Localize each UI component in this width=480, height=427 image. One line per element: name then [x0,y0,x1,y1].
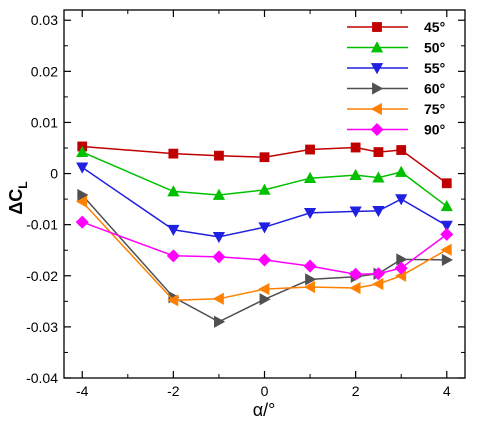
series-line [82,145,448,184]
series-1 [77,141,452,189]
y-tick-label: 0.01 [31,114,58,130]
data-point-triangle-right [305,273,317,286]
legend-label: 60° [424,81,445,97]
axis-ticks [64,10,465,379]
data-point-triangle-up [349,168,362,180]
data-point-square [373,147,384,157]
data-point-diamond [257,253,272,267]
y-tick-label: 0.03 [31,12,58,28]
data-point-square [214,150,224,161]
data-point-diamond [440,227,454,241]
y-tick-label: 0.02 [31,63,58,79]
y-tick-label: -0.03 [26,319,58,335]
data-point-diamond [394,261,408,275]
series-6 [75,215,454,281]
data-point-square [168,148,179,159]
x-tick-label: 0 [261,383,269,399]
data-point-triangle-down [76,162,89,174]
data-point-triangle-left [76,195,88,208]
data-point-triangle-right [259,293,271,306]
legend-label: 75° [424,101,445,117]
legend: 45° 50° 55° 60° 75° 90° [347,19,445,138]
legend-label: 45° [424,19,445,35]
data-point-triangle-left [349,281,361,295]
data-point-triangle-right [77,188,89,202]
data-point-triangle-up [167,185,180,197]
data-point-diamond [349,267,363,281]
data-point-triangle-down [349,206,362,218]
data-point-diamond [166,249,180,263]
data-point-triangle-up [395,165,408,177]
legend-item: 60° [347,81,445,97]
legend-item: 75° [347,101,445,117]
series-5 [76,195,452,307]
data-point-square [305,144,315,155]
data-point-triangle-down [372,205,385,218]
data-point-triangle-up [76,145,89,157]
data-point-square [396,145,407,155]
legend-item: 50° [347,40,445,56]
data-point-triangle-left [440,243,452,256]
y-tick-label: -0.04 [26,370,58,386]
series-3 [76,162,453,244]
data-point-triangle-right [441,253,453,267]
data-point-triangle-down [440,220,453,232]
data-point-triangle-down [167,224,180,237]
data-point-triangle-down [395,194,408,206]
series-layer [75,141,454,328]
legend-label: 50° [424,40,445,56]
data-point-triangle-down [212,232,226,244]
data-point-diamond [370,122,384,137]
data-point-triangle-left [212,292,224,305]
series-line [81,201,448,302]
data-point-square [441,178,452,189]
data-point-triangle-right [372,82,384,95]
legend-label: 55° [424,60,445,76]
data-point-triangle-left [372,277,384,291]
x-tick-label: -4 [76,383,89,399]
legend-item: 45° [347,19,445,35]
y-axis-title: ΔCL [6,181,30,214]
data-point-triangle-up [370,41,384,53]
data-point-triangle-right [214,315,226,328]
y-axis-title-main: ΔC [6,189,26,215]
data-point-diamond [371,267,385,281]
data-point-triangle-left [303,280,315,294]
data-point-triangle-up [258,183,271,195]
legend-item: 90° [347,122,445,138]
data-point-triangle-down [370,63,384,75]
data-point-triangle-up [372,171,385,183]
y-tick-label: 0 [50,166,58,182]
x-tick-label: 4 [443,383,451,399]
data-point-triangle-left [370,102,382,116]
data-point-square [350,142,361,153]
data-point-triangle-up [212,188,226,200]
x-tick-label: -2 [167,383,180,399]
x-axis-title: α/° [253,400,276,420]
data-point-square [259,152,270,163]
data-point-square [372,22,382,32]
y-tick-label: -0.02 [26,268,58,284]
series-2 [76,145,453,212]
data-point-triangle-left [258,282,270,296]
data-point-triangle-up [303,171,317,184]
data-point-triangle-left [167,294,179,307]
legend-item: 55° [347,60,445,76]
y-axis-title-sub: L [16,181,30,188]
data-point-diamond [75,215,89,229]
y-tick-label: -0.01 [26,217,58,233]
legend-label: 90° [424,122,445,138]
data-point-triangle-up [440,200,453,212]
tick-labels: -4 -2 0 2 4 -0.04 -0.03 -0.02 -0.01 0 0.01 0.02 0.03 [26,12,451,399]
x-tick-label: 2 [352,383,360,399]
data-point-triangle-down [303,208,317,220]
data-point-diamond [212,250,226,264]
data-point-triangle-down [258,222,271,234]
data-point-diamond [303,259,317,273]
